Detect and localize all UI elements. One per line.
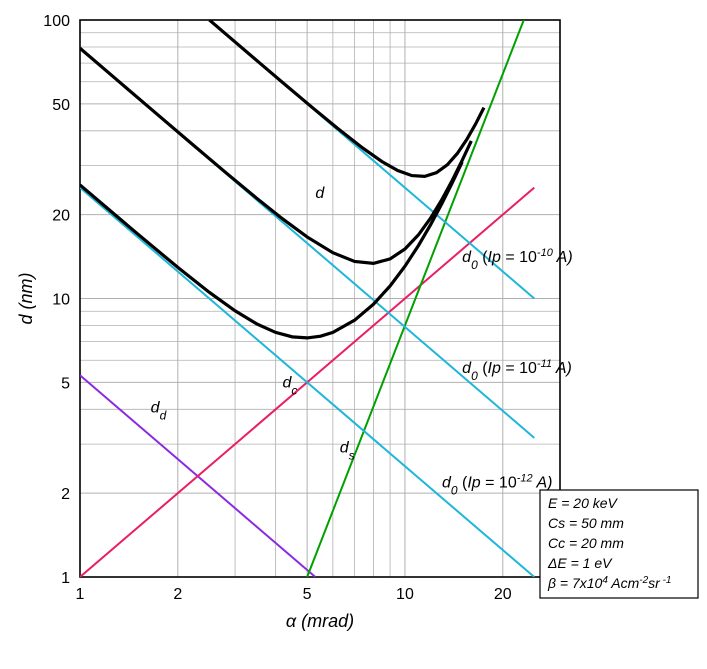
y-tick-label: 20 [52, 208, 70, 225]
y-tick-label: 10 [52, 292, 70, 309]
y-tick-label: 50 [52, 97, 70, 114]
x-axis-title: α (mrad) [286, 611, 354, 631]
x-tick-label: 10 [396, 586, 414, 603]
x-tick-label: 1 [76, 586, 85, 603]
label-d: d [315, 185, 325, 202]
x-tick-label: 2 [173, 586, 182, 603]
param-line: Cc = 20 mm [548, 535, 624, 551]
probe-diameter-chart: 1251020125102050100α (mrad)d (nm)ddddcds… [0, 0, 707, 669]
param-line: E = 20 keV [548, 495, 619, 511]
x-tick-label: 5 [303, 586, 312, 603]
y-axis-title: d (nm) [16, 272, 36, 324]
param-line: ΔE = 1 eV [547, 555, 613, 571]
x-tick-label: 20 [494, 586, 512, 603]
y-tick-label: 5 [61, 375, 70, 392]
y-tick-label: 1 [61, 570, 70, 587]
param-line: β = 7x104 Acm-2sr -1 [547, 575, 672, 592]
y-tick-label: 2 [61, 486, 70, 503]
y-tick-label: 100 [43, 13, 70, 30]
param-line: Cs = 50 mm [548, 515, 624, 531]
